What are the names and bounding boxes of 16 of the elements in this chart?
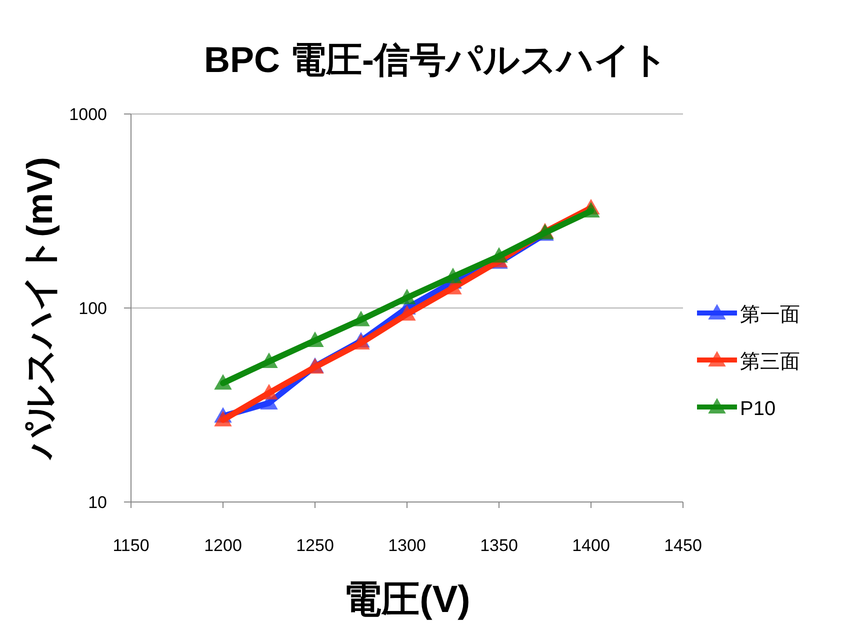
legend-label: 第一面: [740, 304, 800, 326]
x-tick-label: 1150: [112, 536, 150, 555]
x-axis-title: 電圧(V): [344, 579, 470, 621]
y-tick-label: 100: [78, 299, 107, 318]
y-tick-label: 10: [88, 493, 107, 512]
y-axis-title: パルスハイト(mV): [19, 157, 60, 461]
x-tick-label: 1300: [388, 536, 426, 555]
x-tick-label: 1400: [572, 536, 610, 555]
legend-label: P10: [740, 398, 776, 420]
x-tick-label: 1250: [296, 536, 334, 555]
legend-label: 第三面: [740, 351, 800, 373]
y-tick-label: 1000: [69, 105, 107, 124]
x-tick-label: 1350: [480, 536, 518, 555]
x-tick-label: 1200: [204, 536, 242, 555]
x-tick-label: 1450: [664, 536, 702, 555]
chart-title: BPC 電圧-信号パルスハイト: [204, 39, 668, 80]
